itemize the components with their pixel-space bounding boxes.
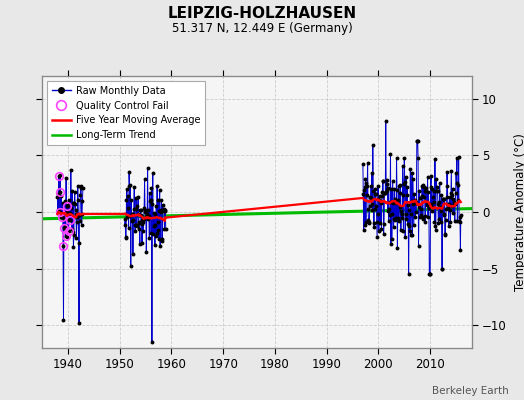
Text: LEIPZIG-HOLZHAUSEN: LEIPZIG-HOLZHAUSEN bbox=[168, 6, 356, 21]
Text: 51.317 N, 12.449 E (Germany): 51.317 N, 12.449 E (Germany) bbox=[172, 22, 352, 35]
Legend: Raw Monthly Data, Quality Control Fail, Five Year Moving Average, Long-Term Tren: Raw Monthly Data, Quality Control Fail, … bbox=[47, 81, 205, 145]
Y-axis label: Temperature Anomaly (°C): Temperature Anomaly (°C) bbox=[514, 133, 524, 291]
Text: Berkeley Earth: Berkeley Earth bbox=[432, 386, 508, 396]
